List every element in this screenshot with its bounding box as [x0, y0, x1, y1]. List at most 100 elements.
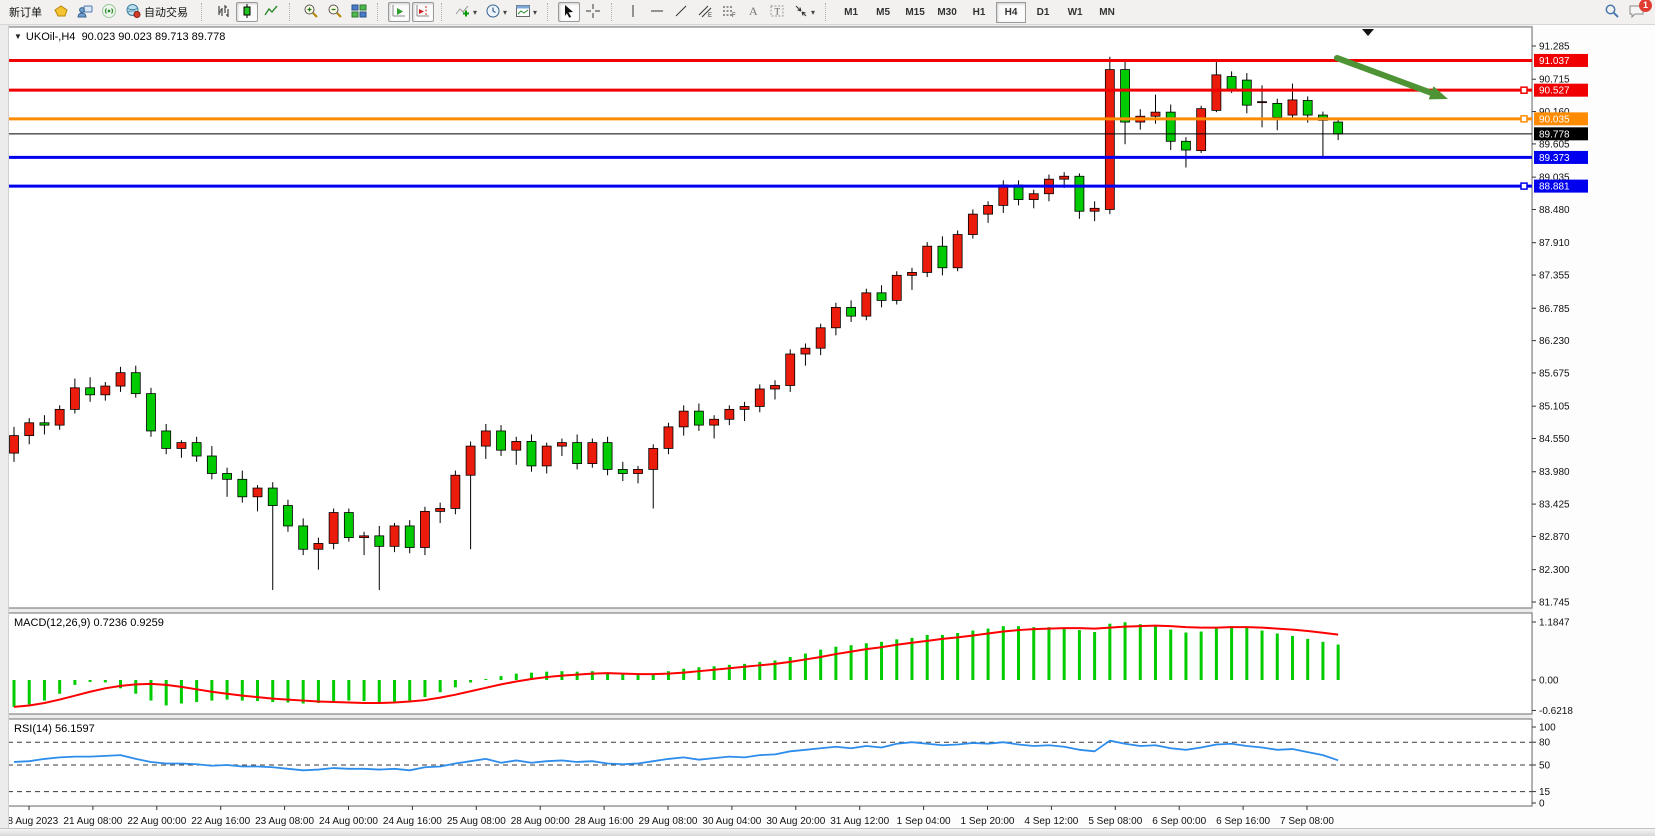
timeframe-m15-button[interactable]: M15	[905, 6, 925, 18]
chart-symbol-period: UKOil-,H4	[25, 31, 76, 43]
main-toolbar: 新订单 自动交易	[0, 0, 1655, 25]
trendline-icon	[673, 3, 689, 22]
auto-scroll-button[interactable]	[388, 2, 410, 22]
candle-bull	[648, 448, 659, 470]
candle-bull	[480, 430, 491, 447]
macd-scale-label: 0.00	[1539, 676, 1559, 687]
price-axis-badge	[1534, 112, 1588, 126]
chart-title-bar[interactable]: ▼ UKOil-,H4 90.023 90.023 89.713 89.778	[14, 31, 225, 43]
zoom-out-button[interactable]	[324, 2, 346, 22]
candle-bull	[800, 347, 811, 355]
timeframe-mn-button[interactable]: MN	[1099, 6, 1115, 18]
candle-bull	[1257, 101, 1267, 104]
svg-text:T: T	[775, 6, 781, 16]
window-left-edge	[0, 25, 9, 836]
candle-bull	[69, 387, 80, 410]
timeframe-h1-button[interactable]: H1	[972, 6, 986, 18]
toolbar-separator	[547, 3, 553, 21]
price-axis-badge-value: 88.881	[1539, 182, 1570, 193]
terminal-button[interactable]	[50, 2, 72, 22]
dropdown-caret-icon: ▾	[503, 7, 508, 17]
notification-badge: 1	[1639, 0, 1652, 12]
level-line-handle[interactable]	[1520, 182, 1528, 190]
chart-collapse-icon[interactable]: ▼	[14, 32, 22, 41]
candle-bull	[450, 474, 461, 509]
candle-bull	[1211, 74, 1222, 111]
time-axis-label: 22 Aug 16:00	[191, 816, 250, 827]
candle-bear	[694, 410, 704, 426]
candlestick-chart-button[interactable]	[236, 2, 258, 22]
bar-chart-button[interactable]	[212, 2, 234, 22]
candle-bull	[420, 510, 430, 548]
text-label-button[interactable]: T	[766, 2, 788, 22]
timeframe-m30-button[interactable]: M30	[937, 6, 957, 18]
candle-bull	[663, 426, 674, 449]
signals-button[interactable]	[98, 2, 120, 22]
price-axis-badge-value: 90.527	[1539, 86, 1570, 97]
text-button[interactable]: A	[742, 2, 764, 22]
crosshair-button[interactable]	[582, 2, 604, 22]
equidistant-channel-button[interactable]: E	[694, 2, 716, 22]
horizontal-line-button[interactable]	[646, 2, 668, 22]
new-order-button[interactable]: 新订单	[3, 2, 48, 22]
candle-bull	[1059, 175, 1070, 180]
arrows-button[interactable]: ▾	[790, 2, 818, 22]
window-bottom-edge[interactable]	[0, 828, 1655, 836]
search-button[interactable]	[1601, 2, 1623, 22]
rsi-pane[interactable]	[7, 718, 1533, 807]
price-tick-label: 82.870	[1539, 532, 1570, 543]
indicators-icon	[455, 3, 471, 22]
time-axis-label: 24 Aug 00:00	[319, 816, 378, 827]
timeframe-w1-button[interactable]: W1	[1067, 6, 1083, 18]
toolbar-separator	[289, 3, 295, 21]
price-tick-label: 85.105	[1539, 402, 1570, 413]
candle-bull	[983, 204, 993, 215]
line-chart-button[interactable]	[260, 2, 282, 22]
vertical-line-button[interactable]	[622, 2, 644, 22]
autotrading-button[interactable]: 自动交易	[122, 2, 194, 22]
price-tick-label: 89.035	[1539, 173, 1570, 184]
time-axis-label: 22 Aug 00:00	[127, 816, 186, 827]
price-axis-badge-value: 91.037	[1539, 56, 1570, 67]
cursor-button[interactable]	[558, 2, 581, 22]
trendline-button[interactable]	[670, 2, 692, 22]
trend-arrow-annotation[interactable]	[1334, 55, 1448, 100]
tile-windows-button[interactable]	[348, 2, 370, 22]
profile-button[interactable]	[74, 2, 96, 22]
toolbar-group-scroll	[387, 0, 435, 24]
macd-indicator: 1.1847 0.00 -0.6218	[12, 617, 1573, 717]
fibonacci-button[interactable]: F	[718, 2, 740, 22]
candle-bear	[1241, 79, 1252, 106]
level-line-handle[interactable]	[1520, 86, 1528, 94]
time-axis-label: 1 Sep 04:00	[897, 816, 951, 827]
price-axis[interactable]: 91.28590.71590.16089.60589.03588.48087.9…	[1532, 42, 1570, 609]
chart-shift-button[interactable]	[412, 2, 434, 22]
timeframe-d1-button[interactable]: D1	[1036, 6, 1050, 18]
time-axis-label: 6 Sep 16:00	[1216, 816, 1270, 827]
zoom-in-button[interactable]	[300, 2, 322, 22]
candle-bull	[633, 469, 643, 474]
timeframe-m1-button[interactable]: M1	[844, 6, 859, 18]
svg-text:A: A	[749, 4, 758, 18]
time-axis-label: 18 Aug 2023	[2, 816, 59, 827]
indicators-button[interactable]: ▾	[452, 2, 480, 22]
price-axis-badge	[1534, 179, 1588, 193]
toolbar-group-chart-type	[211, 0, 283, 24]
level-line-handle[interactable]	[1520, 115, 1528, 123]
candle-bull	[587, 442, 598, 464]
timeframe-m5-button[interactable]: M5	[876, 6, 891, 18]
time-axis-background	[0, 807, 1655, 829]
timeframe-h4-button[interactable]: H4	[996, 1, 1027, 23]
time-axis-label: 6 Sep 00:00	[1152, 816, 1206, 827]
vertical-line-icon	[625, 3, 641, 22]
toolbar-group-main: 新订单 自动交易	[2, 0, 195, 24]
price-tick-label: 91.285	[1539, 42, 1570, 53]
periods-button[interactable]: ▾	[482, 2, 510, 22]
templates-button[interactable]: ▾	[512, 2, 540, 22]
candle-bear	[85, 387, 95, 396]
candle-bull	[754, 388, 765, 407]
notifications-button[interactable]: 1	[1625, 0, 1652, 22]
price-pane[interactable]	[7, 26, 1533, 609]
time-axis[interactable]: 18 Aug 2023 21 Aug 08:00 22 Aug 00:00 22 Au…	[2, 806, 1334, 827]
